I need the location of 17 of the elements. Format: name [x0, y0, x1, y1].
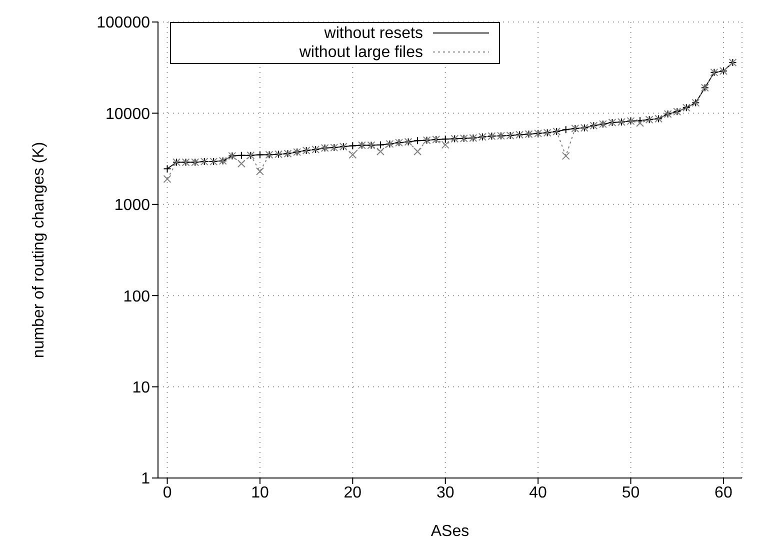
y-tick-label: 1: [141, 470, 150, 488]
y-axis-title: number of routing changes (K): [30, 142, 48, 358]
y-tick-label: 10000: [106, 106, 150, 123]
y-tick-label: 100: [123, 288, 150, 306]
x-tick-label: 10: [251, 484, 269, 502]
legend-label: without large files: [298, 43, 424, 62]
y-tick-label: 100000: [96, 14, 150, 32]
x-axis-title: ASes: [430, 523, 470, 540]
legend-label: without resets: [323, 24, 424, 43]
x-tick-label: 40: [529, 484, 548, 502]
x-tick-label: 50: [622, 484, 640, 502]
x-tick-label: 60: [714, 484, 732, 502]
y-tick-label: 1000: [114, 197, 150, 214]
x-tick-label: 0: [162, 484, 172, 502]
x-tick-label: 20: [344, 484, 362, 502]
x-tick-label: 30: [436, 484, 454, 502]
y-tick-label: 10: [132, 379, 150, 396]
